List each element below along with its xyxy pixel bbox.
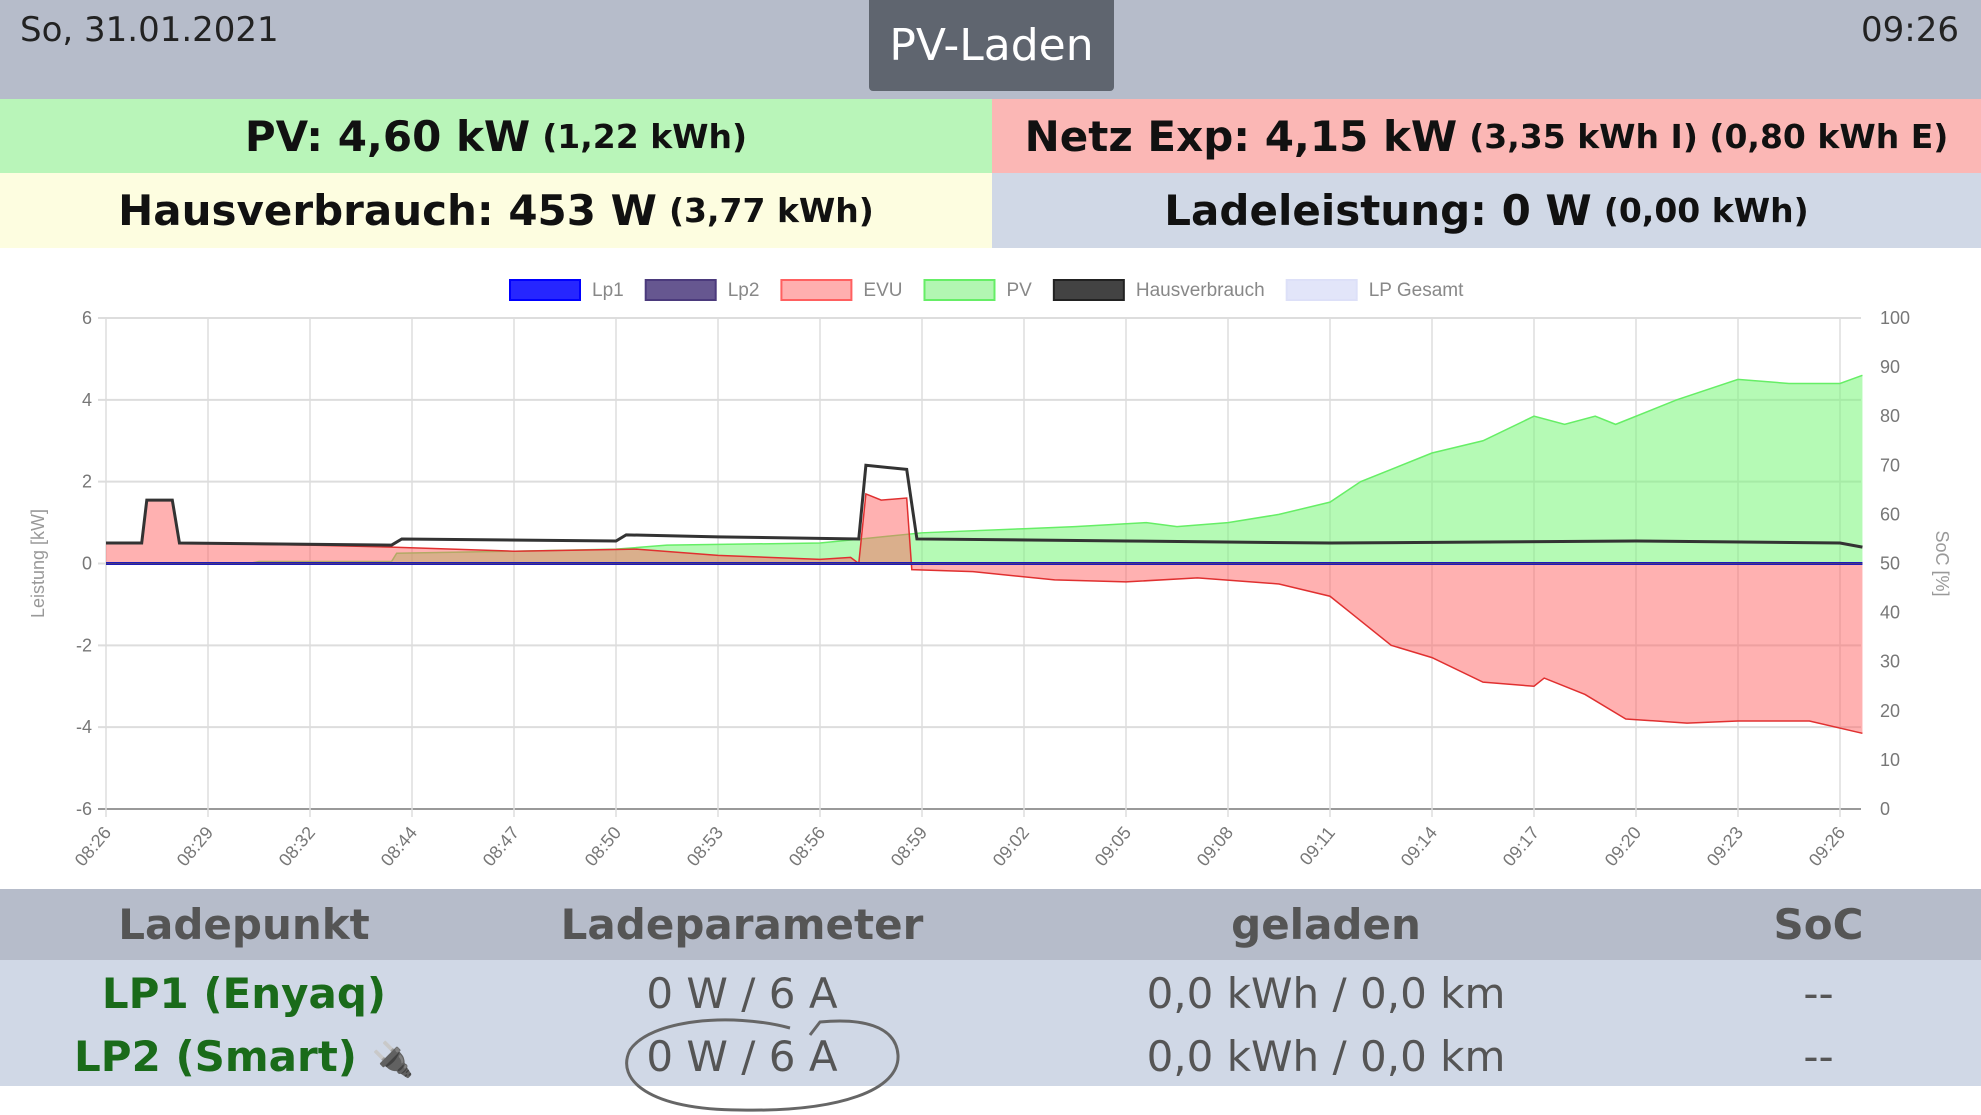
table-header: Ladepunkt Ladeparameter geladen SoC	[0, 889, 1981, 960]
legend-swatch	[923, 279, 996, 301]
lp-param[interactable]: 0 W / 6 A	[646, 1031, 838, 1081]
pv-value: PV: 4,60 kW	[244, 111, 531, 161]
plug-icon: 🔌	[371, 1039, 414, 1080]
x-tick-label: 09:26	[1805, 823, 1849, 870]
pv-summary: PV: 4,60 kW (1,22 kWh)	[0, 99, 992, 173]
legend-swatch	[644, 279, 717, 301]
x-tick-label: 08:53	[683, 823, 727, 870]
y2-tick-label: 90	[1880, 357, 1900, 377]
mode-button[interactable]: PV-Laden	[869, 0, 1114, 91]
y-tick-label: -4	[76, 717, 92, 737]
house-summary: Hausverbrauch: 453 W (3,77 kWh)	[0, 173, 992, 248]
y2-tick-label: 80	[1880, 406, 1900, 426]
y-tick-label: -6	[76, 799, 92, 819]
time: 09:26	[1861, 10, 1959, 50]
lp-soc: --	[1803, 968, 1834, 1018]
legend-swatch	[780, 279, 853, 301]
header-ladeparameter: Ladeparameter	[560, 900, 924, 949]
lp-name-cell[interactable]: LP2 (Smart) 🔌	[0, 1032, 488, 1081]
series-line-hausverbrauch	[106, 463, 1863, 549]
legend-swatch	[1052, 279, 1125, 301]
y-tick-label: 2	[82, 472, 92, 492]
x-tick-label: 09:17	[1499, 823, 1543, 870]
legend-swatch	[509, 279, 581, 301]
y-tick-label: 0	[82, 554, 92, 574]
x-tick-label: 08:59	[887, 823, 931, 870]
series-line-evu	[106, 492, 1863, 735]
y2-axis-label: SoC [%]	[1932, 530, 1952, 596]
y2-tick-label: 70	[1880, 455, 1900, 475]
date: So, 31.01.2021	[20, 10, 279, 50]
house-value: Hausverbrauch: 453 W	[118, 186, 657, 235]
legend-swatch	[1285, 279, 1358, 301]
lp-param[interactable]: 0 W / 6 A	[646, 968, 838, 1018]
header: So, 31.01.2021 PV-Laden 09:26	[0, 0, 1981, 99]
x-tick-label: 08:47	[479, 823, 523, 870]
x-tick-label: 08:50	[581, 823, 625, 870]
pv-energy: (1,22 kWh)	[542, 116, 748, 156]
header-ladepunkt: Ladepunkt	[118, 900, 370, 949]
y2-tick-label: 10	[1880, 750, 1900, 770]
y2-tick-label: 0	[1880, 799, 1890, 819]
lp-name[interactable]: LP2 (Smart)	[74, 1031, 357, 1081]
grid-summary: Netz Exp: 4,15 kW (3,35 kWh I) (0,80 kWh …	[992, 99, 1981, 173]
header-soc: SoC	[1773, 900, 1864, 949]
x-tick-label: 08:56	[785, 823, 829, 870]
handwritten-circle	[625, 1018, 900, 1112]
charge-summary: Ladeleistung: 0 W (0,00 kWh)	[992, 173, 1981, 248]
table-row[interactable]: LP2 (Smart) 🔌 0 W / 6 A 0,0 kWh / 0,0 km…	[0, 1026, 1981, 1086]
x-tick-label: 09:23	[1703, 823, 1747, 870]
charge-energy: (0,00 kWh)	[1603, 191, 1809, 230]
lp-charged: 0,0 kWh / 0,0 km	[1146, 968, 1506, 1018]
legend-label: LP Gesamt	[1369, 280, 1464, 301]
lp-charged: 0,0 kWh / 0,0 km	[1146, 1031, 1506, 1081]
y-tick-label: -2	[76, 635, 92, 655]
legend-label: Lp1	[592, 280, 624, 301]
y2-tick-label: 20	[1880, 701, 1900, 721]
y-axis-label: Leistung [kW]	[28, 509, 48, 618]
y2-tick-label: 50	[1880, 554, 1900, 574]
y2-tick-label: 100	[1880, 308, 1910, 328]
x-tick-label: 08:32	[275, 823, 319, 870]
x-tick-label: 09:02	[989, 823, 1033, 870]
grid-energy: (3,35 kWh I) (0,80 kWh E)	[1469, 116, 1949, 156]
x-tick-label: 09:14	[1397, 823, 1441, 870]
y2-tick-label: 40	[1880, 603, 1900, 623]
table-row[interactable]: LP1 (Enyaq) 0 W / 6 A 0,0 kWh / 0,0 km -…	[0, 960, 1981, 1026]
lp-soc: --	[1803, 1031, 1834, 1081]
x-tick-label: 09:11	[1296, 823, 1339, 869]
legend-label: Lp2	[728, 280, 760, 301]
legend-label: EVU	[863, 280, 902, 301]
charge-value: Ladeleistung: 0 W	[1164, 186, 1592, 235]
y-tick-label: 4	[82, 390, 92, 410]
series-area-evu	[106, 493, 1863, 734]
x-tick-label: 09:20	[1601, 823, 1645, 870]
charge-point-table: Ladepunkt Ladeparameter geladen SoC LP1 …	[0, 889, 1981, 1086]
legend-label: PV	[1006, 280, 1032, 301]
y-tick-label: 6	[82, 308, 92, 328]
x-tick-label: 08:26	[71, 823, 115, 870]
x-tick-label: 09:08	[1193, 823, 1237, 870]
y2-tick-label: 30	[1880, 652, 1900, 672]
x-tick-label: 08:44	[377, 823, 421, 870]
x-tick-label: 08:29	[173, 823, 217, 870]
legend-label: Hausverbrauch	[1136, 280, 1265, 301]
x-tick-label: 09:05	[1091, 823, 1135, 870]
lp-name[interactable]: LP1 (Enyaq)	[101, 968, 387, 1018]
grid-value: Netz Exp: 4,15 kW	[1024, 111, 1458, 161]
series-area-pv	[106, 375, 1863, 564]
header-geladen: geladen	[1231, 900, 1421, 949]
house-energy: (3,77 kWh)	[668, 191, 874, 230]
y2-tick-label: 60	[1880, 504, 1900, 524]
